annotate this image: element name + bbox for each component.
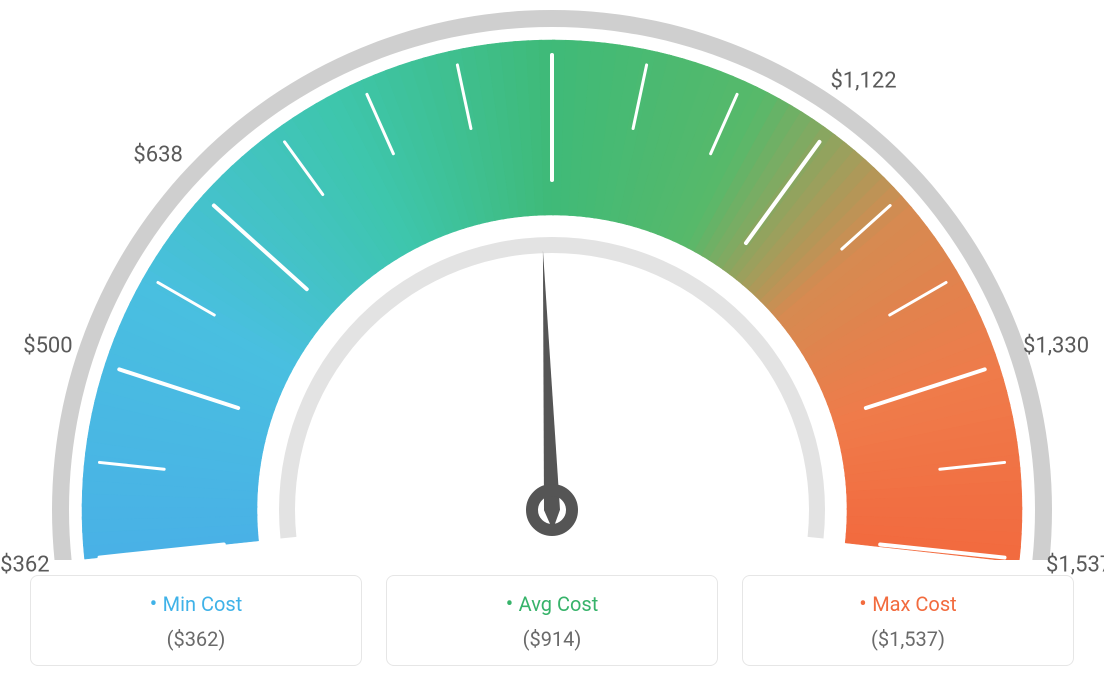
legend-min-label: Min Cost [49,592,343,617]
gauge-area: $362$500$638$914$1,122$1,330$1,537 [0,0,1104,560]
legend-avg-value: ($914) [405,627,699,651]
legend-card-max: Max Cost ($1,537) [742,575,1074,666]
gauge-tick-label: $1,122 [830,69,896,94]
legend-max-label: Max Cost [761,592,1055,617]
legend-card-avg: Avg Cost ($914) [386,575,718,666]
gauge-tick-label: $1,330 [1023,334,1089,359]
gauge-tick-label: $500 [23,334,72,359]
legend-max-value: ($1,537) [761,627,1055,651]
gauge-tick-label: $638 [133,143,182,168]
legend-row: Min Cost ($362) Avg Cost ($914) Max Cost… [30,575,1074,666]
legend-card-min: Min Cost ($362) [30,575,362,666]
gauge-svg [0,0,1104,560]
cost-gauge-chart: $362$500$638$914$1,122$1,330$1,537 Min C… [0,0,1104,690]
legend-min-value: ($362) [49,627,343,651]
legend-avg-label: Avg Cost [405,592,699,617]
